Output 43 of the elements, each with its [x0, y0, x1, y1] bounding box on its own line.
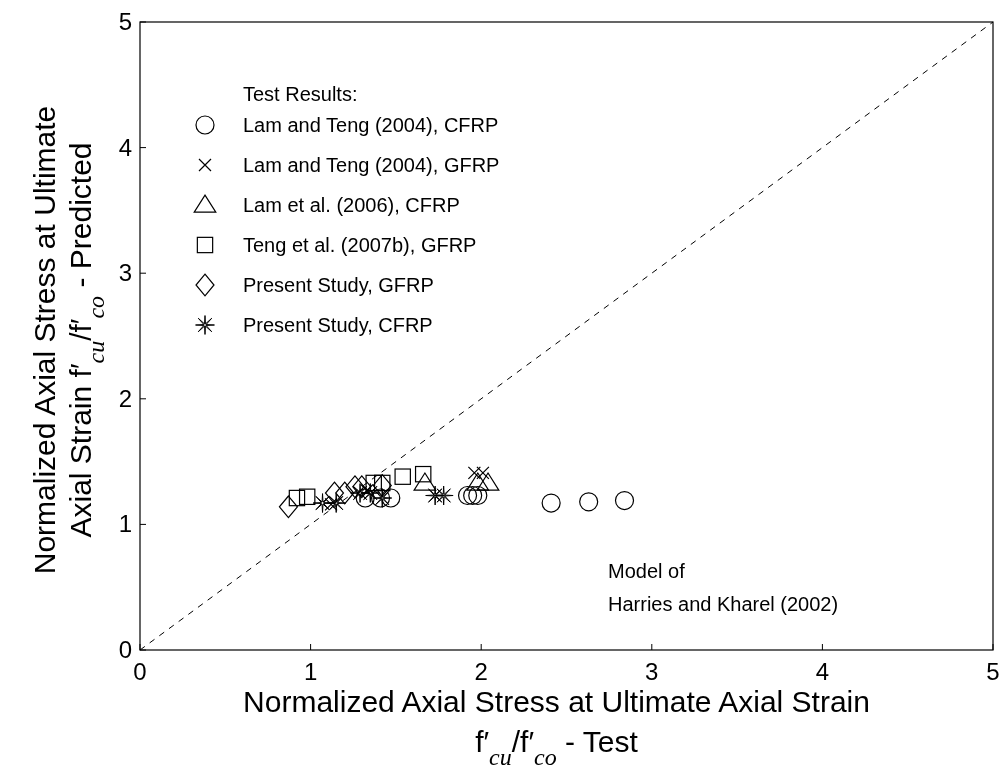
- y-tick-label: 5: [118, 8, 132, 35]
- point: [381, 488, 401, 508]
- x-tick-label: 3: [645, 658, 659, 685]
- legend-title: Test Results:: [243, 83, 358, 105]
- point: [467, 466, 481, 480]
- x-axis-title: Normalized Axial Stress at Ultimate Axial Strain f′$_{cu}$/f′$_{co}$ - Test: [243, 685, 870, 770]
- point: [324, 481, 345, 505]
- y-tick-label: 1: [118, 510, 132, 538]
- point: [335, 481, 355, 505]
- legend-label: Lam and Teng (2004), GFRP: [243, 154, 500, 176]
- y-tick-label: 2: [118, 384, 132, 412]
- point: [345, 475, 365, 499]
- legend-label: Present Study, CFRP: [243, 314, 433, 336]
- point: [457, 485, 478, 506]
- point: [278, 495, 299, 519]
- legend-label: Lam et al. (2006), CFRP: [243, 194, 460, 216]
- point: [413, 472, 437, 491]
- x-tick-label: 1: [303, 658, 318, 685]
- point: [394, 468, 411, 485]
- point: [360, 483, 381, 503]
- point: [326, 493, 347, 513]
- point: [352, 475, 372, 499]
- legend-label: Present Study, GFRP: [243, 274, 434, 296]
- point: [433, 485, 454, 506]
- y-tick-label: 3: [118, 259, 132, 287]
- point: [614, 490, 635, 511]
- point: [476, 466, 490, 480]
- point: [466, 472, 490, 491]
- point: [579, 492, 599, 512]
- annotation: Model of Harries and Kharel (2002): [608, 560, 839, 615]
- point: [468, 485, 488, 506]
- point: [463, 485, 483, 506]
- legend-label: Teng et al. (2007b), GFRP: [243, 234, 477, 256]
- y-tick-label: 0: [118, 636, 132, 663]
- point: [298, 488, 316, 506]
- x-tick-label: 5: [986, 658, 1000, 685]
- legend-label: Lam and Teng (2004), CFRP: [243, 114, 499, 136]
- point: [372, 474, 392, 497]
- y-tick-label: 4: [118, 133, 132, 161]
- x-tick-label: 4: [815, 658, 830, 685]
- point: [541, 493, 561, 513]
- point: [476, 472, 500, 491]
- x-tick-label: 2: [474, 658, 488, 685]
